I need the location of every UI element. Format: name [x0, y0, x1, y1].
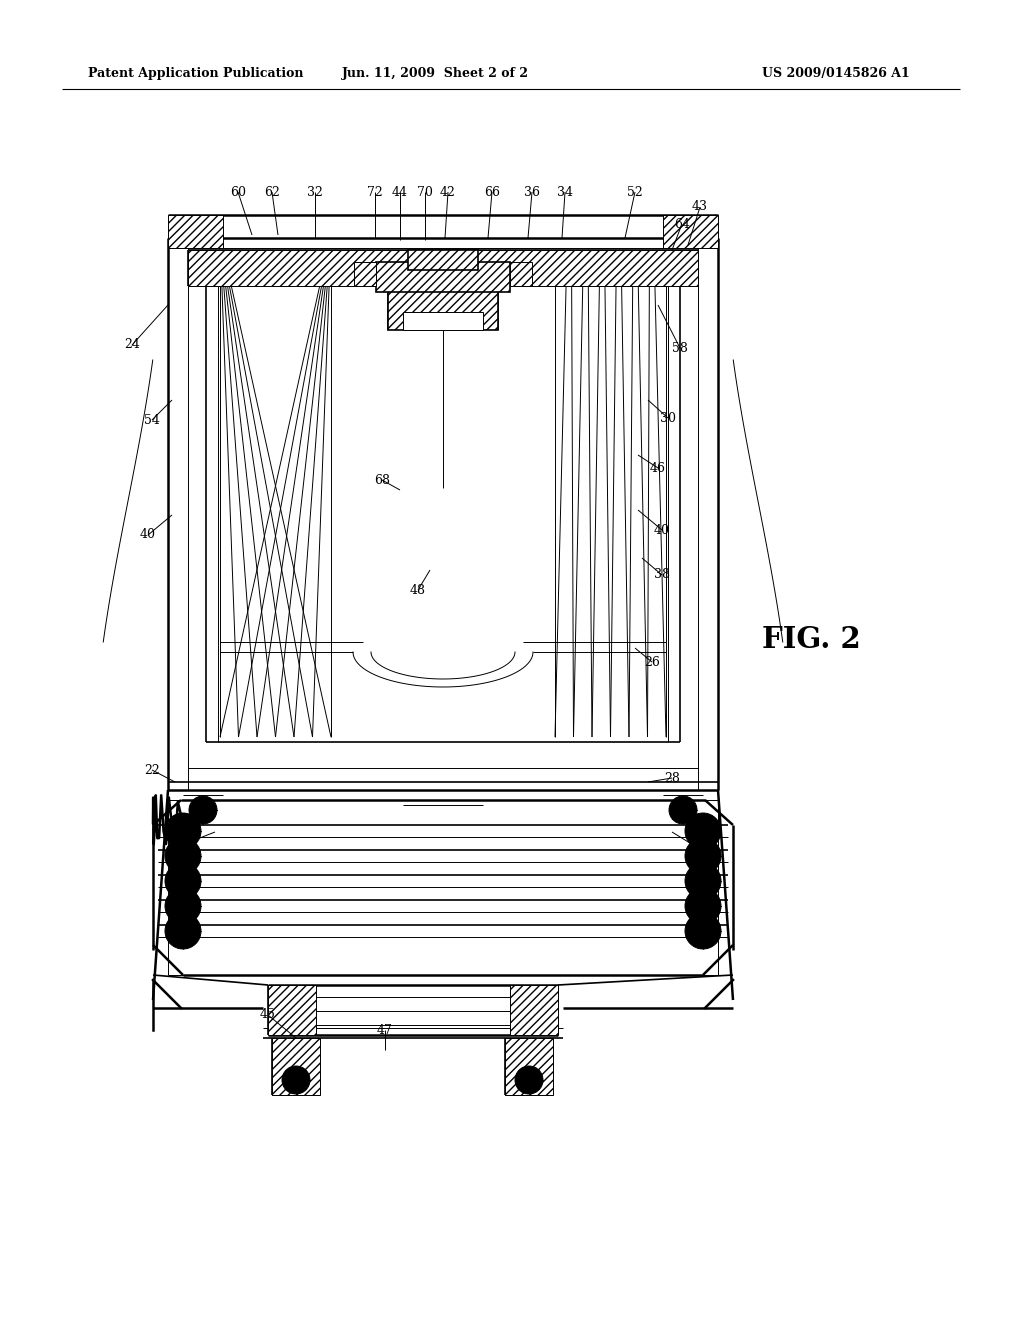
Text: 38: 38	[654, 569, 670, 582]
Text: 68: 68	[374, 474, 390, 487]
Text: 47: 47	[377, 1023, 393, 1036]
Text: 36: 36	[524, 186, 540, 198]
Text: Patent Application Publication: Patent Application Publication	[88, 66, 303, 79]
Text: 62: 62	[264, 186, 280, 198]
Bar	[272, 1038, 319, 1096]
Circle shape	[165, 913, 201, 949]
Text: 58: 58	[672, 342, 688, 355]
Text: 44: 44	[392, 186, 408, 198]
Text: 22: 22	[144, 763, 160, 776]
Bar	[510, 985, 558, 1035]
Text: 40: 40	[140, 528, 156, 541]
Text: 28: 28	[664, 771, 680, 784]
Bar	[663, 215, 718, 248]
Circle shape	[669, 796, 697, 824]
Circle shape	[685, 838, 721, 874]
Text: 24: 24	[124, 338, 140, 351]
Circle shape	[165, 863, 201, 899]
Text: 42: 42	[440, 186, 456, 198]
Circle shape	[165, 838, 201, 874]
Text: 43: 43	[692, 201, 708, 214]
Text: 66: 66	[484, 186, 500, 198]
Bar	[403, 312, 483, 330]
Text: US 2009/0145826 A1: US 2009/0145826 A1	[762, 66, 909, 79]
Text: Jun. 11, 2009  Sheet 2 of 2: Jun. 11, 2009 Sheet 2 of 2	[341, 66, 528, 79]
Text: 20: 20	[690, 842, 706, 854]
Text: 40: 40	[654, 524, 670, 536]
Circle shape	[515, 1067, 543, 1094]
Bar	[168, 215, 223, 248]
Circle shape	[165, 813, 201, 849]
Text: 64: 64	[674, 218, 690, 231]
Text: 34: 34	[557, 186, 573, 198]
Text: 30: 30	[660, 412, 676, 425]
Text: 45: 45	[260, 1008, 275, 1022]
Text: 56: 56	[174, 838, 189, 851]
Bar	[408, 249, 478, 271]
Bar	[388, 286, 498, 330]
Text: 46: 46	[650, 462, 666, 474]
Circle shape	[685, 888, 721, 924]
Circle shape	[165, 888, 201, 924]
Circle shape	[685, 863, 721, 899]
Bar	[510, 261, 532, 286]
Text: 70: 70	[417, 186, 433, 198]
Text: 72: 72	[368, 186, 383, 198]
Bar	[505, 1038, 553, 1096]
Text: 26: 26	[644, 656, 659, 668]
Bar	[376, 261, 510, 292]
Bar	[188, 249, 698, 286]
Circle shape	[685, 813, 721, 849]
Circle shape	[282, 1067, 310, 1094]
Bar	[354, 261, 376, 286]
Text: 48: 48	[410, 583, 426, 597]
Circle shape	[189, 796, 217, 824]
Text: 32: 32	[307, 186, 323, 198]
Text: FIG. 2: FIG. 2	[762, 626, 861, 655]
Bar	[268, 985, 316, 1035]
Circle shape	[685, 913, 721, 949]
Text: 52: 52	[627, 186, 643, 198]
Text: 54: 54	[144, 413, 160, 426]
Text: 60: 60	[230, 186, 246, 198]
